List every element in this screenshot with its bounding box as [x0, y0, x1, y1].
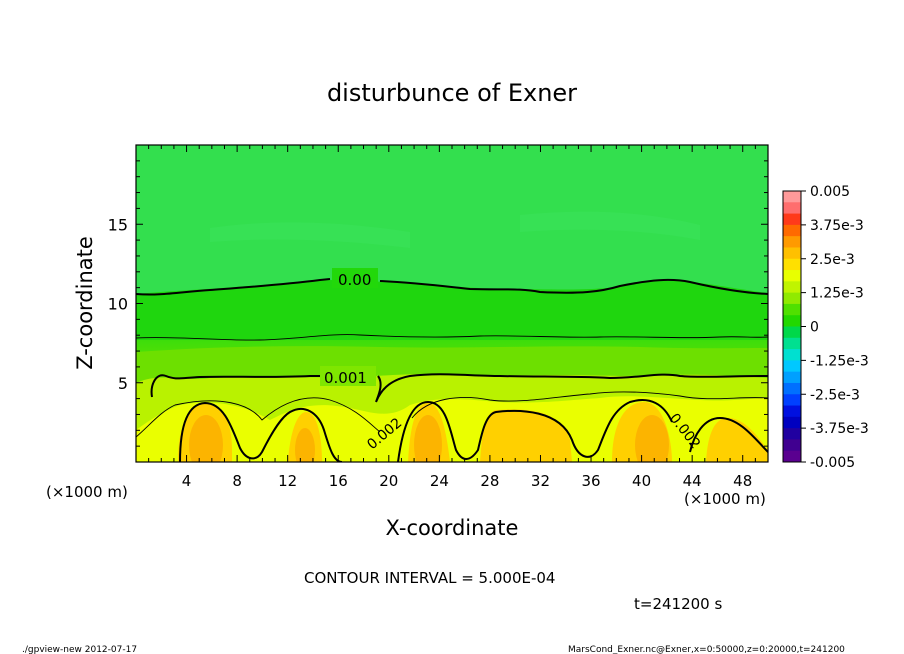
contour-interval-text: CONTOUR INTERVAL = 5.000E-04: [304, 569, 555, 587]
upper-field-patch: [210, 222, 410, 248]
colorbar-band: [783, 292, 801, 305]
field-core-orange: [635, 415, 669, 462]
x-tick-label: 4: [182, 472, 192, 490]
colorbar-band: [783, 428, 801, 440]
colorbar-band: [783, 258, 801, 271]
colorbar-band: [783, 191, 801, 203]
colorbar-band: [783, 213, 801, 226]
contour-lines: [136, 278, 768, 462]
x-tick-label: 48: [733, 472, 752, 490]
colorbar-label: -0.005: [810, 455, 855, 471]
x-tick-label: 24: [430, 472, 449, 490]
colorbar-label: 2.5e-3: [810, 252, 855, 268]
contour-label-bg: [332, 268, 378, 288]
x-tick-labels: 4 8 12 16 20 24 28 32 36 40 44 48: [182, 472, 752, 490]
contour-label: 0.001: [324, 369, 367, 387]
contour-line-0.0015: [136, 391, 768, 438]
chart-title: disturbunce of Exner: [327, 79, 577, 107]
y-tick-label: 10: [108, 295, 128, 314]
field-core-orange: [414, 415, 442, 462]
colorbar-band: [783, 202, 801, 215]
footer-right: MarsCond_Exner.nc@Exner,x=0:50000,z=0:20…: [568, 645, 845, 654]
y-axis-label: Z-coordinate: [73, 236, 97, 370]
x-tick-label: 40: [632, 472, 651, 490]
colorbar-band: [783, 247, 801, 260]
colorbar: 0.005 3.75e-3 2.5e-3 1.25e-3 0 -1.25e-3 -2.5e-…: [782, 184, 869, 471]
colorbar-label: 3.75e-3: [810, 218, 864, 234]
colorbar-band: [783, 349, 801, 361]
colorbar-band: [783, 450, 801, 463]
colorbar-band: [783, 371, 801, 384]
x-tick-label: 8: [232, 472, 242, 490]
contour-line-0.001: [150, 373, 768, 403]
contour-label-bg: [320, 366, 376, 386]
y-tick-labels: 5 10 15: [108, 215, 128, 393]
colorbar-band: [783, 337, 801, 350]
contour-line-0.000: [136, 278, 768, 296]
contour-label: 0.00: [338, 271, 371, 289]
field-core-orange: [189, 415, 223, 462]
x-tick-label: 16: [329, 472, 348, 490]
x-tick-label: 12: [278, 472, 297, 490]
plot-area: [136, 145, 768, 462]
colorbar-label: 0: [810, 320, 819, 336]
colorbar-band: [783, 303, 801, 316]
colorbar-label: -2.5e-3: [810, 387, 860, 403]
time-text: t=241200 s: [634, 595, 722, 613]
y-tick-label: 5: [118, 374, 128, 393]
colorbar-label: -3.75e-3: [810, 421, 869, 437]
colorbar-band: [783, 416, 801, 429]
contour-line-0.0005: [136, 334, 768, 341]
axis-ticks: [135, 144, 769, 463]
field-core-orange: [295, 428, 315, 462]
upper-field-patch: [520, 211, 700, 240]
x-tick-label: 32: [531, 472, 550, 490]
y-tick-label: 15: [108, 215, 128, 234]
colorbar-band: [783, 270, 801, 282]
field-band-green: [136, 280, 768, 340]
x-tick-label: 44: [683, 472, 702, 490]
footer-left: ./gpview-new 2012-07-17: [22, 645, 137, 654]
colorbar-band: [783, 315, 801, 327]
contour-line-0.002: [179, 399, 768, 462]
colorbar-band: [783, 382, 801, 395]
colorbar-band: [783, 360, 801, 373]
x-tick-label: 28: [480, 472, 499, 490]
colorbar-band: [783, 439, 801, 452]
colorbar-label: 0.005: [810, 184, 850, 200]
colorbar-band: [783, 281, 801, 294]
colorbar-band: [783, 326, 801, 339]
x-tick-label: 36: [581, 472, 600, 490]
colorbar-band: [783, 224, 801, 237]
x-axis-label: X-coordinate: [386, 516, 519, 540]
field-lobe-orange: [480, 409, 572, 462]
x-unit-left: (×1000 m): [46, 483, 128, 501]
colorbar-band: [783, 236, 801, 248]
colorbar-label: -1.25e-3: [810, 353, 869, 369]
x-unit-right: (×1000 m): [684, 490, 766, 508]
colorbar-band: [783, 394, 801, 407]
colorbar-label: 1.25e-3: [810, 286, 864, 302]
x-tick-label: 20: [379, 472, 398, 490]
colorbar-band: [783, 405, 801, 418]
field-lobe-orange: [706, 418, 768, 462]
